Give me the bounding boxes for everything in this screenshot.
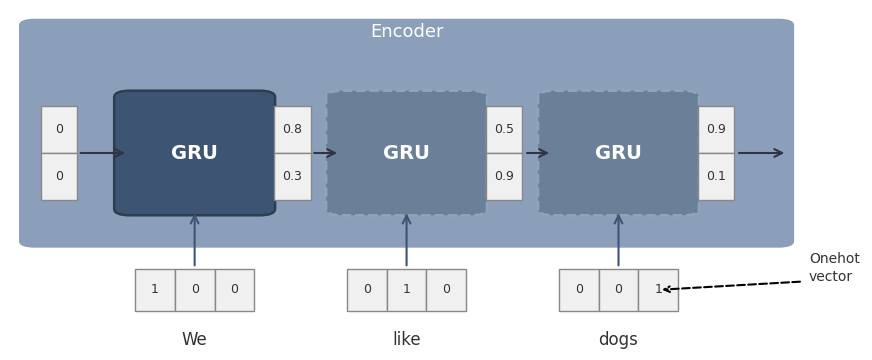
FancyBboxPatch shape [174, 269, 215, 310]
FancyBboxPatch shape [41, 106, 77, 153]
Text: 0: 0 [575, 283, 582, 296]
Text: 0.3: 0.3 [283, 170, 303, 183]
FancyBboxPatch shape [135, 269, 174, 310]
FancyBboxPatch shape [347, 269, 386, 310]
Text: dogs: dogs [598, 331, 638, 349]
Text: We: We [181, 331, 208, 349]
FancyBboxPatch shape [41, 153, 77, 200]
FancyBboxPatch shape [274, 106, 310, 153]
Text: 1: 1 [403, 283, 411, 296]
FancyBboxPatch shape [638, 269, 678, 310]
Text: like: like [392, 331, 421, 349]
FancyBboxPatch shape [326, 91, 487, 215]
Text: 0: 0 [191, 283, 199, 296]
FancyBboxPatch shape [274, 153, 310, 200]
Text: 1: 1 [654, 283, 662, 296]
Text: GRU: GRU [595, 144, 642, 162]
Text: 0: 0 [230, 283, 238, 296]
Text: 0.9: 0.9 [494, 170, 514, 183]
FancyBboxPatch shape [598, 269, 638, 310]
Text: 0.9: 0.9 [706, 123, 726, 136]
FancyBboxPatch shape [487, 106, 522, 153]
FancyBboxPatch shape [215, 269, 255, 310]
Text: Onehot
vector: Onehot vector [809, 252, 860, 284]
FancyBboxPatch shape [698, 106, 734, 153]
FancyBboxPatch shape [698, 153, 734, 200]
Text: GRU: GRU [171, 144, 218, 162]
FancyBboxPatch shape [426, 269, 467, 310]
Text: 0: 0 [363, 283, 371, 296]
FancyBboxPatch shape [559, 269, 598, 310]
Text: 0: 0 [55, 170, 63, 183]
Text: Encoder: Encoder [370, 23, 443, 41]
Text: 0.5: 0.5 [494, 123, 514, 136]
Text: GRU: GRU [383, 144, 430, 162]
Text: 0.1: 0.1 [706, 170, 726, 183]
Text: 0: 0 [55, 123, 63, 136]
FancyBboxPatch shape [386, 269, 426, 310]
FancyBboxPatch shape [487, 153, 522, 200]
Text: 0: 0 [442, 283, 450, 296]
Text: 0.8: 0.8 [283, 123, 303, 136]
FancyBboxPatch shape [114, 91, 275, 215]
FancyBboxPatch shape [538, 91, 699, 215]
Text: 0: 0 [615, 283, 623, 296]
Text: 1: 1 [151, 283, 159, 296]
FancyBboxPatch shape [19, 19, 794, 248]
